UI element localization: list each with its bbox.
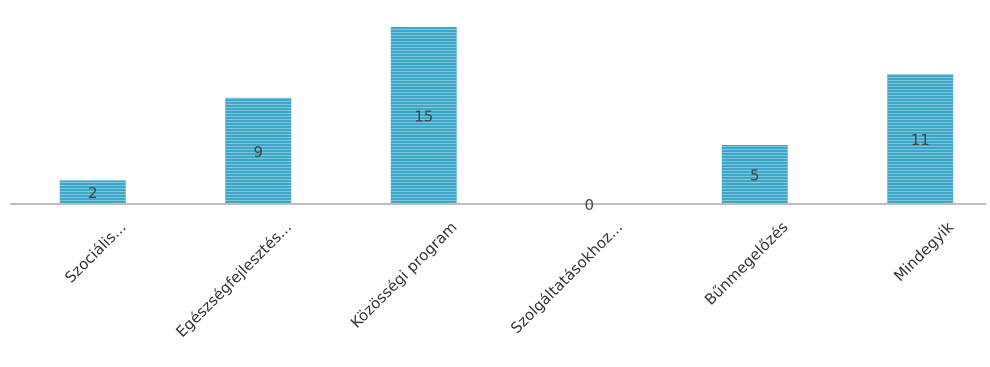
data-label-3: 0 bbox=[584, 196, 594, 214]
bar-4 bbox=[721, 145, 788, 204]
data-labels-group: 2 9 15 0 5 11 bbox=[88, 108, 930, 215]
x-tick-label-1: Egészségfejlesztés... bbox=[172, 218, 295, 341]
x-tick-label-0: Szociális... bbox=[61, 218, 129, 286]
data-label-1: 9 bbox=[253, 143, 263, 161]
x-tick-label-5: Mindegyik bbox=[890, 218, 957, 285]
data-label-4: 5 bbox=[750, 167, 760, 185]
x-tick-label-3: Szolgáltatásokhoz... bbox=[507, 218, 626, 337]
data-label-5: 11 bbox=[911, 131, 930, 149]
data-label-2: 15 bbox=[414, 108, 433, 126]
bar-2 bbox=[390, 27, 457, 204]
bar-1 bbox=[225, 97, 292, 204]
x-tick-label-4: Bűnmegelőzés bbox=[701, 218, 792, 309]
x-tick-label-2: Közösségi program bbox=[347, 218, 461, 332]
bar-5 bbox=[887, 74, 954, 204]
data-label-0: 2 bbox=[88, 184, 98, 202]
x-tick-labels-group: Szociális... Egészségfejlesztés... Közössé… bbox=[61, 218, 957, 341]
bars-group bbox=[59, 27, 954, 204]
bar-0 bbox=[59, 180, 126, 204]
